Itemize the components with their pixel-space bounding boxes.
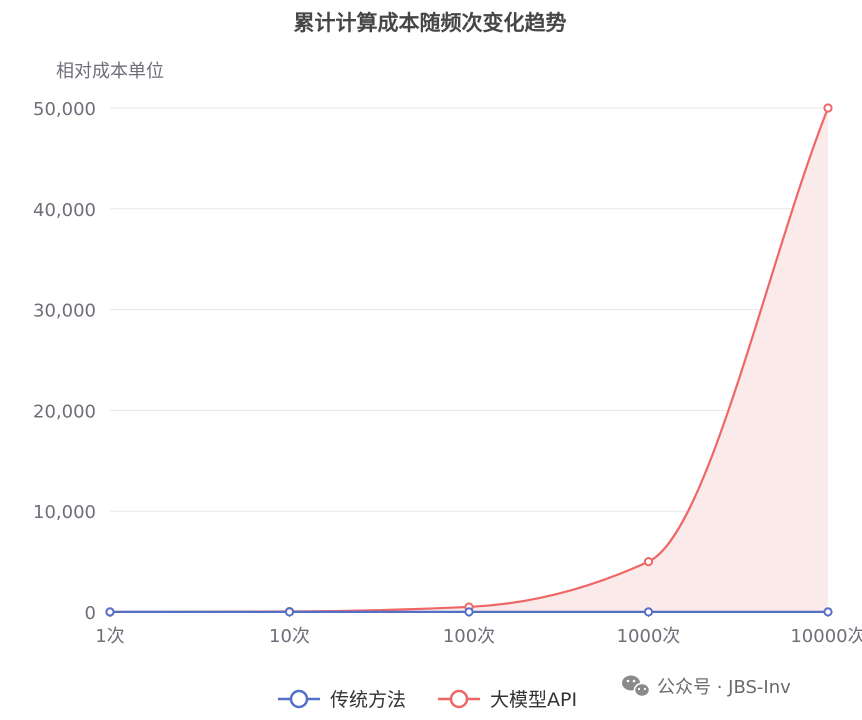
data-point[interactable] <box>823 607 833 617</box>
series-area <box>110 108 828 612</box>
legend-marker <box>289 689 309 709</box>
data-point[interactable] <box>643 607 654 617</box>
y-tick-label: 50,000 <box>33 99 96 120</box>
x-tick-label: 1次 <box>95 626 124 647</box>
legend-label: 大模型API <box>490 689 577 711</box>
legend-item[interactable]: 大模型API <box>438 689 577 711</box>
data-point[interactable] <box>464 607 474 617</box>
y-tick-label: 20,000 <box>33 401 96 422</box>
x-tick-label: 100次 <box>443 626 495 647</box>
x-tick-label: 10次 <box>269 626 310 647</box>
data-point[interactable] <box>105 607 115 617</box>
x-tick-label: 10000次 <box>790 626 862 647</box>
y-ticks: 0 10,000 20,000 30,000 40,000 50,000 <box>33 99 96 624</box>
data-point[interactable] <box>284 607 295 617</box>
series-layer <box>105 103 833 617</box>
y-tick-label: 40,000 <box>33 200 96 221</box>
data-point[interactable] <box>823 103 833 113</box>
legend[interactable]: 传统方法 大模型API <box>278 689 577 711</box>
y-tick-label: 0 <box>85 603 96 624</box>
x-tick-label: 1000次 <box>617 626 681 647</box>
legend-marker <box>449 689 469 709</box>
y-axis-label: 相对成本单位 <box>56 61 164 82</box>
legend-item[interactable]: 传统方法 <box>278 689 406 711</box>
watermark-text: 公众号 · JBS-Inv <box>657 677 791 698</box>
legend-label: 传统方法 <box>330 689 406 711</box>
watermark: 公众号 · JBS-Inv <box>622 675 791 698</box>
chart-title: 累计计算成本随频次变化趋势 <box>294 11 567 35</box>
x-ticks: 1次 10次 100次 1000次 10000次 <box>95 612 862 647</box>
wechat-icon <box>622 675 651 698</box>
y-tick-label: 30,000 <box>33 301 96 322</box>
y-tick-label: 10,000 <box>33 502 96 523</box>
data-point[interactable] <box>643 557 654 567</box>
